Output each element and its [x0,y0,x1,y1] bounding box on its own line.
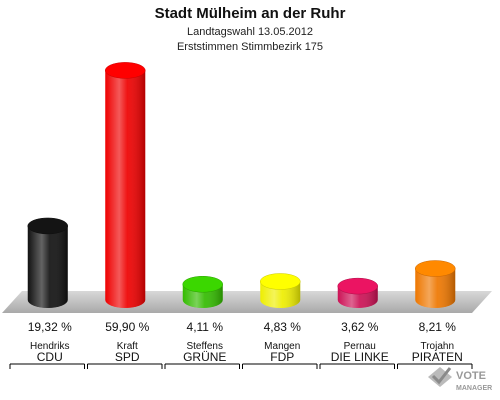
bar-shine-cdu [27,225,68,308]
chart-subtitle-2: Erststimmen Stimmbezirk 175 [177,41,323,53]
party-label-gr-ne: GRÜNE [183,350,226,364]
bar-shine-spd [105,70,146,308]
bar-piraten [415,260,456,308]
logo-text-top: VOTE [456,370,486,382]
party-label-spd: SPD [115,350,140,364]
party-label-piraten: PIRATEN [412,350,463,364]
ballot-check-icon [428,367,452,387]
candidate-label-die-linke: Pernau [344,341,376,352]
bar-shine-piraten [415,268,456,308]
bar-fdp [260,273,301,308]
bar-gr-ne [182,275,223,308]
party-label-fdp: FDP [270,350,294,364]
bar-top-die-linke [337,277,378,295]
value-label-die-linke: 3,62 % [341,320,379,334]
value-label-cdu: 19,32 % [28,320,72,334]
bar-die-linke [337,277,378,308]
bar-cdu [27,217,68,308]
bar-top-spd [105,62,146,79]
logo-text-bottom: MANAGER [456,385,492,392]
chart-subtitle-1: Landtagswahl 13.05.2012 [187,26,313,38]
candidate-label-piraten: Trojahn [420,341,454,352]
value-labels-group: 19,32 % 59,90 % 4,11 % 4,83 % 3,62 % 8,21 % [28,320,457,334]
value-label-spd: 59,90 % [105,320,149,334]
value-label-fdp: 4,83 % [264,320,302,334]
value-label-gr-ne: 4,11 % [187,320,224,334]
candidate-label-cdu: Hendriks [30,341,69,352]
chart-title: Stadt Mülheim an der Ruhr [155,5,346,22]
bar-top-fdp [260,273,301,290]
party-label-die-linke: DIE LINKE [331,350,389,364]
party-label-cdu: CDU [37,350,63,364]
candidate-label-spd: Kraft [117,341,138,352]
bars-group [27,62,456,308]
bar-spd [105,62,146,308]
vote-manager-logo: VOTE MANAGER [428,367,492,392]
bar-top-gr-ne [182,275,223,293]
bar-top-piraten [415,260,456,277]
bar-top-cdu [27,217,68,235]
candidate-label-fdp: Mangen [264,341,300,352]
candidate-label-gr-ne: Steffens [186,341,223,352]
value-label-piraten: 8,21 % [419,320,457,334]
